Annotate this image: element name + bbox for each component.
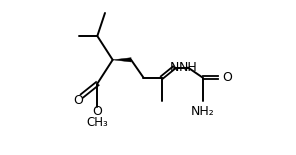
- Text: O: O: [92, 105, 102, 118]
- Text: O: O: [222, 71, 232, 84]
- Text: O: O: [73, 94, 83, 107]
- Text: CH₃: CH₃: [86, 115, 108, 128]
- Text: NH₂: NH₂: [191, 105, 214, 118]
- Text: NH: NH: [178, 61, 197, 74]
- Polygon shape: [113, 58, 131, 62]
- Text: N: N: [169, 61, 179, 74]
